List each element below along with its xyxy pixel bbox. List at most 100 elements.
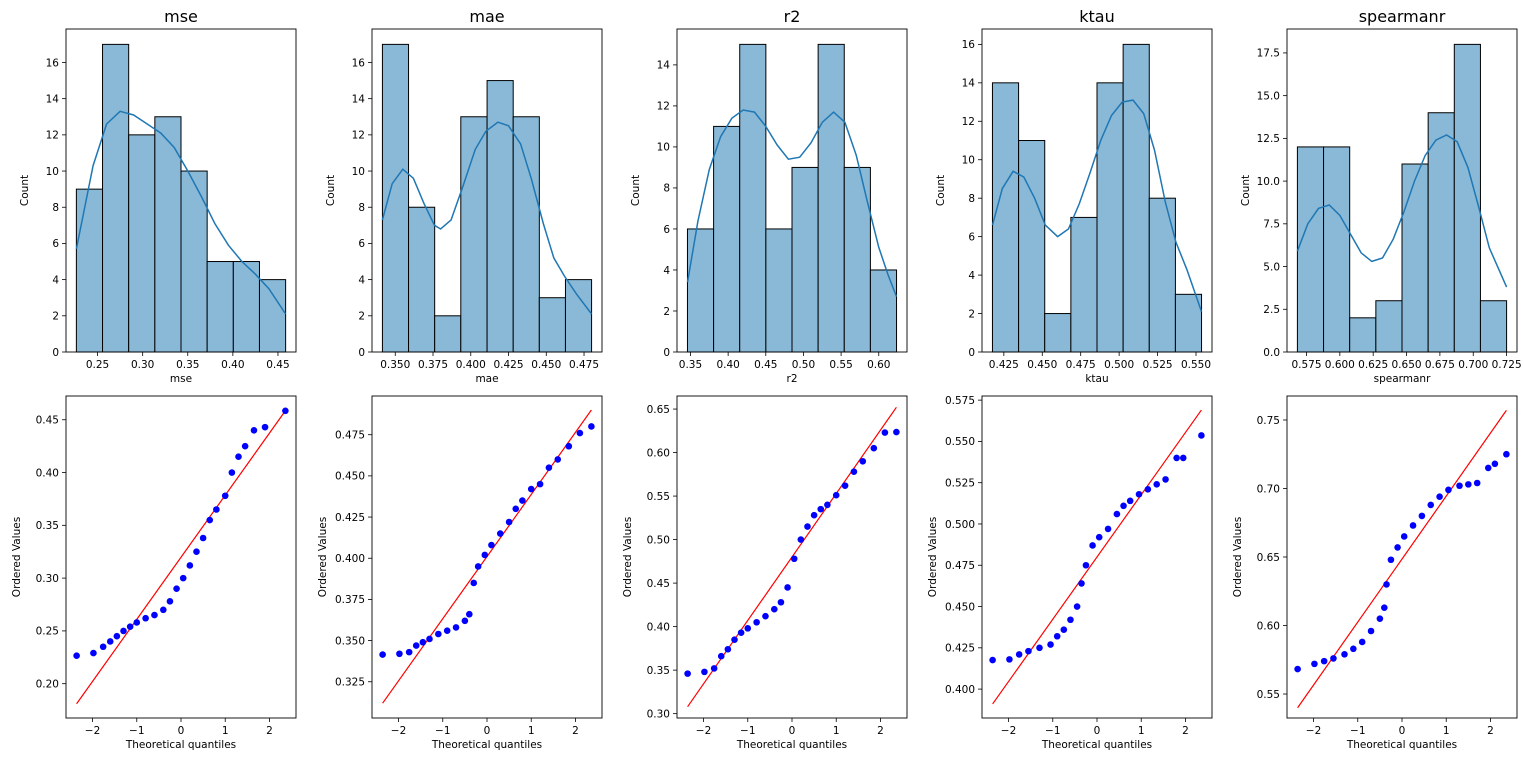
data-point [481, 551, 489, 559]
x-axis-label: Theoretical quantiles [736, 739, 847, 751]
fit-line [76, 410, 286, 705]
data-point [221, 492, 229, 500]
data-point [396, 650, 403, 658]
x-tick-label: 0.55 [829, 359, 852, 371]
data-point [1078, 580, 1085, 587]
histogram-bar [1148, 197, 1176, 353]
data-point [1387, 556, 1395, 564]
data-point [1179, 454, 1187, 462]
data-point [1135, 490, 1143, 498]
data-point [106, 638, 114, 645]
x-tick-label: 0 [789, 725, 796, 737]
data-point [832, 491, 840, 499]
kde-curve [381, 121, 593, 315]
data-point [519, 497, 526, 504]
data-point [412, 642, 420, 649]
data-point [565, 442, 573, 450]
data-point [199, 534, 207, 542]
data-point [461, 617, 469, 625]
histogram-bar [1096, 82, 1124, 353]
x-tick-label: −2 [1306, 725, 1321, 737]
data-point [133, 619, 141, 626]
y-tick-label: 6 [52, 238, 59, 250]
kde-curve [1296, 134, 1508, 288]
y-tick-label: 0.325 [335, 677, 365, 689]
histogram-bar [75, 188, 104, 353]
y-tick-label: 0.30 [36, 573, 59, 585]
y-tick-label: 12 [46, 130, 59, 142]
data-point [1036, 644, 1043, 652]
histogram-bar [154, 116, 182, 353]
x-tick-label: 0.35 [176, 359, 199, 371]
x-axis-label: Theoretical quantiles [1041, 739, 1152, 751]
y-tick-label: 0.60 [1257, 620, 1280, 632]
y-tick-label: 2 [358, 311, 365, 323]
kde-curve [75, 110, 287, 315]
data-point [1073, 603, 1081, 610]
histogram-mae: 0.350 0.375 0.400 0.425 0.450 0.475 0 2 4 6 8 10 12 1… [325, 7, 603, 385]
x-tick-label: 0.35 [679, 359, 702, 371]
axes-frame [981, 28, 1213, 353]
y-tick-label: 0.30 [647, 708, 670, 720]
histogram-bar [1296, 146, 1325, 353]
y-axis-label: Count [1240, 175, 1252, 206]
kde-curve [991, 99, 1203, 312]
y-tick-label: 8 [52, 202, 59, 214]
data-point [1120, 502, 1127, 510]
histogram-bar [1044, 313, 1072, 353]
x-axis-label: spearmanr [1374, 373, 1431, 385]
histogram-bar [1018, 140, 1046, 353]
y-tick-label: 0.425 [945, 643, 975, 655]
data-point [193, 548, 200, 556]
data-point [1381, 604, 1388, 611]
data-point [1383, 581, 1390, 588]
histogram-bar [128, 134, 156, 353]
y-tick-label: 0.45 [36, 415, 59, 427]
x-tick-label: 2 [877, 725, 884, 737]
x-tick-label: 0.40 [716, 359, 739, 371]
y-tick-label: 15.0 [1257, 90, 1280, 102]
histogram-bar [1070, 216, 1098, 353]
data-point [379, 651, 386, 658]
x-tick-label: 0 [178, 725, 185, 737]
data-point [824, 501, 831, 509]
y-axis-label: Ordered Values [927, 517, 939, 597]
data-point [173, 585, 180, 592]
data-point [1445, 486, 1452, 494]
x-tick-label: −2 [1001, 725, 1016, 737]
data-point [186, 562, 194, 569]
histogram-bar [1174, 293, 1203, 353]
x-tick-label: −2 [696, 725, 711, 737]
histogram-bar [991, 82, 1020, 353]
data-point [426, 635, 433, 643]
y-tick-label: 16 [46, 57, 60, 69]
histogram-bar [206, 261, 234, 353]
data-point [1025, 647, 1032, 655]
y-tick-label: 0.65 [647, 404, 670, 416]
data-point [213, 506, 220, 513]
histogram-bar [180, 170, 208, 353]
data-point [841, 482, 849, 489]
data-point [1341, 650, 1348, 658]
x-tick-label: 0.650 [1392, 359, 1422, 371]
histogram-bar [564, 279, 593, 353]
y-tick-label: 0.450 [945, 601, 975, 613]
data-point [1053, 632, 1061, 640]
qq-plot-ktau: −2 −1 0 1 2 0.400 0.425 0.450 0.475 0.500 0.525 0.5… [927, 395, 1213, 751]
fit-line [1297, 410, 1507, 709]
axes-frame [1286, 28, 1518, 353]
x-tick-label: 2 [1182, 725, 1189, 737]
y-tick-label: 0.475 [945, 560, 975, 572]
histogram-bar [1479, 300, 1508, 353]
data-point [1311, 660, 1318, 668]
x-tick-label: 1 [222, 725, 229, 737]
data-point [1376, 615, 1384, 622]
data-point [1394, 544, 1401, 551]
data-point [488, 541, 495, 549]
histogram-spearmanr: 0.575 0.600 0.625 0.650 0.675 0.700 0.725 0.0 2.… [1240, 7, 1522, 385]
x-tick-label: 2 [266, 725, 273, 737]
y-tick-label: 4 [52, 274, 59, 286]
x-tick-label: 0.25 [86, 359, 109, 371]
x-tick-label: 0.40 [221, 359, 244, 371]
